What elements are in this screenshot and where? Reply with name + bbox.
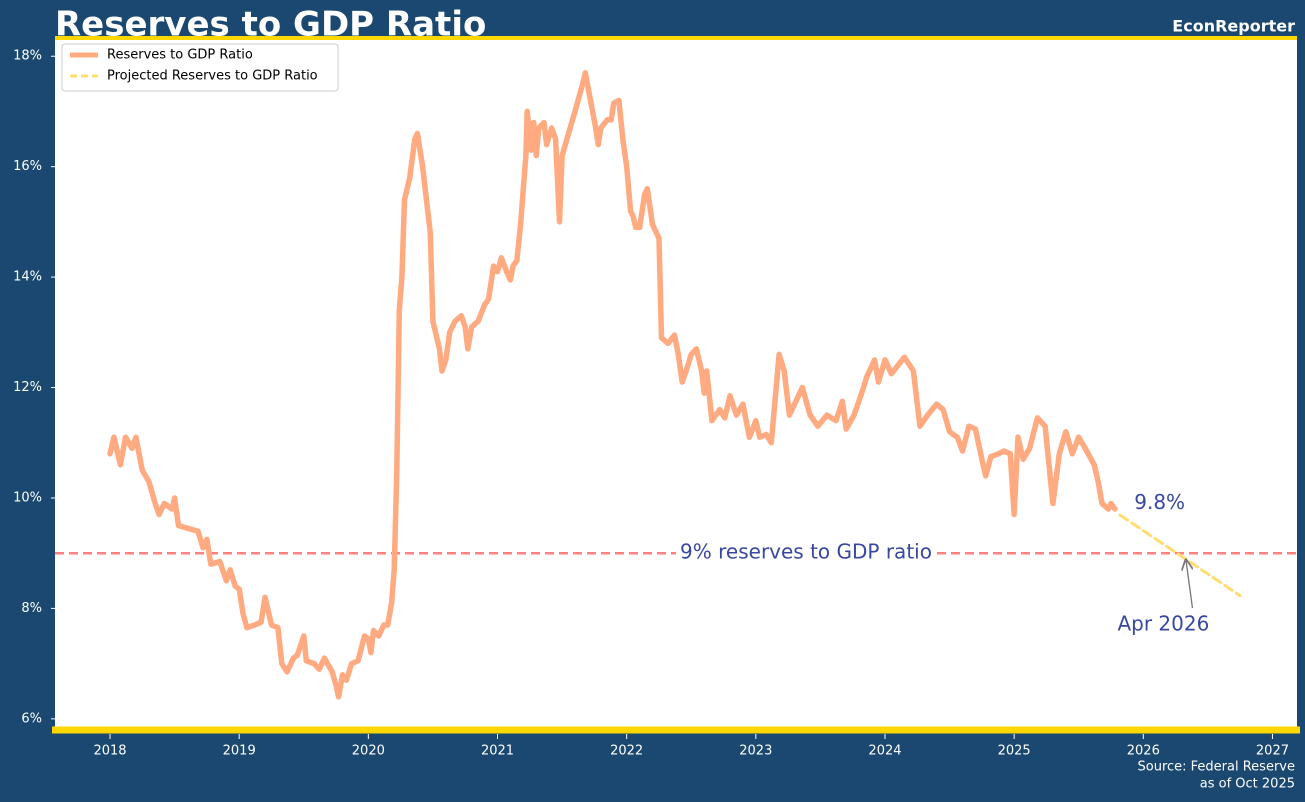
x-tick-label: 2020 (352, 744, 385, 759)
x-tick-label: 2026 (1127, 744, 1160, 759)
x-tick-label: 2022 (610, 744, 643, 759)
reference-label-bg (676, 539, 936, 564)
source-date: as of Oct 2025 (1200, 777, 1295, 792)
reference-label: 9% reserves to GDP ratio (680, 540, 932, 564)
series-line (1118, 513, 1242, 598)
source: Source: Federal Reserve (1138, 760, 1296, 775)
y-tick-label: 12% (13, 380, 42, 395)
x-tick-label: 2018 (93, 744, 126, 759)
legend-label: Reserves to GDP Ratio (107, 48, 253, 63)
legend: Reserves to GDP Ratio Projected Reserves … (61, 43, 339, 92)
annotation: Apr 2026 (1117, 611, 1209, 635)
x-tick-label: 2019 (223, 744, 256, 759)
y-tick-label: 8% (21, 601, 42, 616)
y-tick-label: 14% (13, 270, 42, 285)
series-line (107, 70, 1118, 700)
x-tick-label: 2023 (739, 744, 772, 759)
y-tick-label: 6% (21, 711, 42, 726)
x-tick-label: 2024 (868, 744, 901, 759)
plot-area (55, 38, 1297, 731)
y-tick-label: 10% (13, 490, 42, 505)
brand: EconReporter (1172, 17, 1295, 36)
y-tick-label: 16% (13, 159, 42, 174)
annotation-arrow (1186, 560, 1193, 609)
x-tick-label: 2025 (998, 744, 1031, 759)
x-tick-label: 2027 (1256, 744, 1289, 759)
annotation: 9.8% (1134, 490, 1185, 514)
y-tick-label: 18% (13, 49, 42, 64)
legend-label: Projected Reserves to GDP Ratio (107, 69, 318, 84)
x-tick-label: 2021 (481, 744, 514, 759)
legend-box (61, 43, 339, 92)
